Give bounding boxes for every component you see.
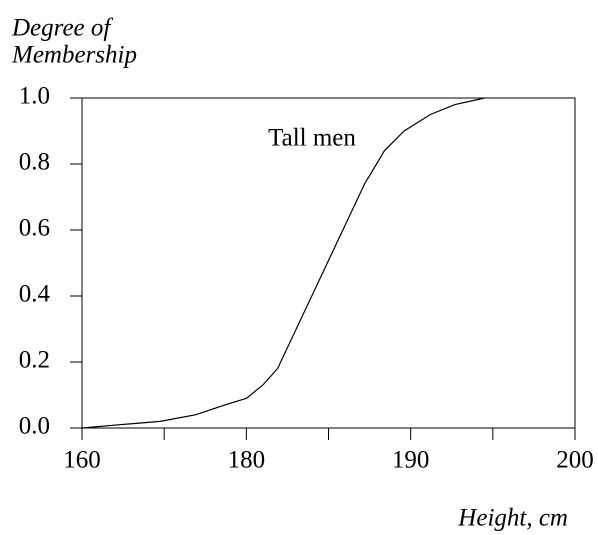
annotation: Tall men	[268, 125, 356, 152]
y-tick-label: 0.4	[19, 281, 51, 308]
y-tick-label: 0.0	[19, 413, 50, 440]
y-axis-label: Membership	[11, 42, 137, 69]
series-line	[81, 97, 485, 429]
x-axis-label: Height, cm	[457, 505, 568, 532]
y-tick-label: 0.8	[19, 149, 50, 176]
x-tick-label: 190	[392, 447, 430, 474]
x-tick-label: 200	[556, 447, 594, 474]
y-tick-label: 0.2	[19, 347, 50, 374]
x-tick-label: 160	[63, 447, 101, 474]
y-tick-label: 0.6	[19, 215, 50, 242]
x-tick-label: 180	[228, 447, 266, 474]
y-axis-label: Degree of	[11, 15, 113, 42]
y-tick-label: 1.0	[19, 83, 50, 110]
